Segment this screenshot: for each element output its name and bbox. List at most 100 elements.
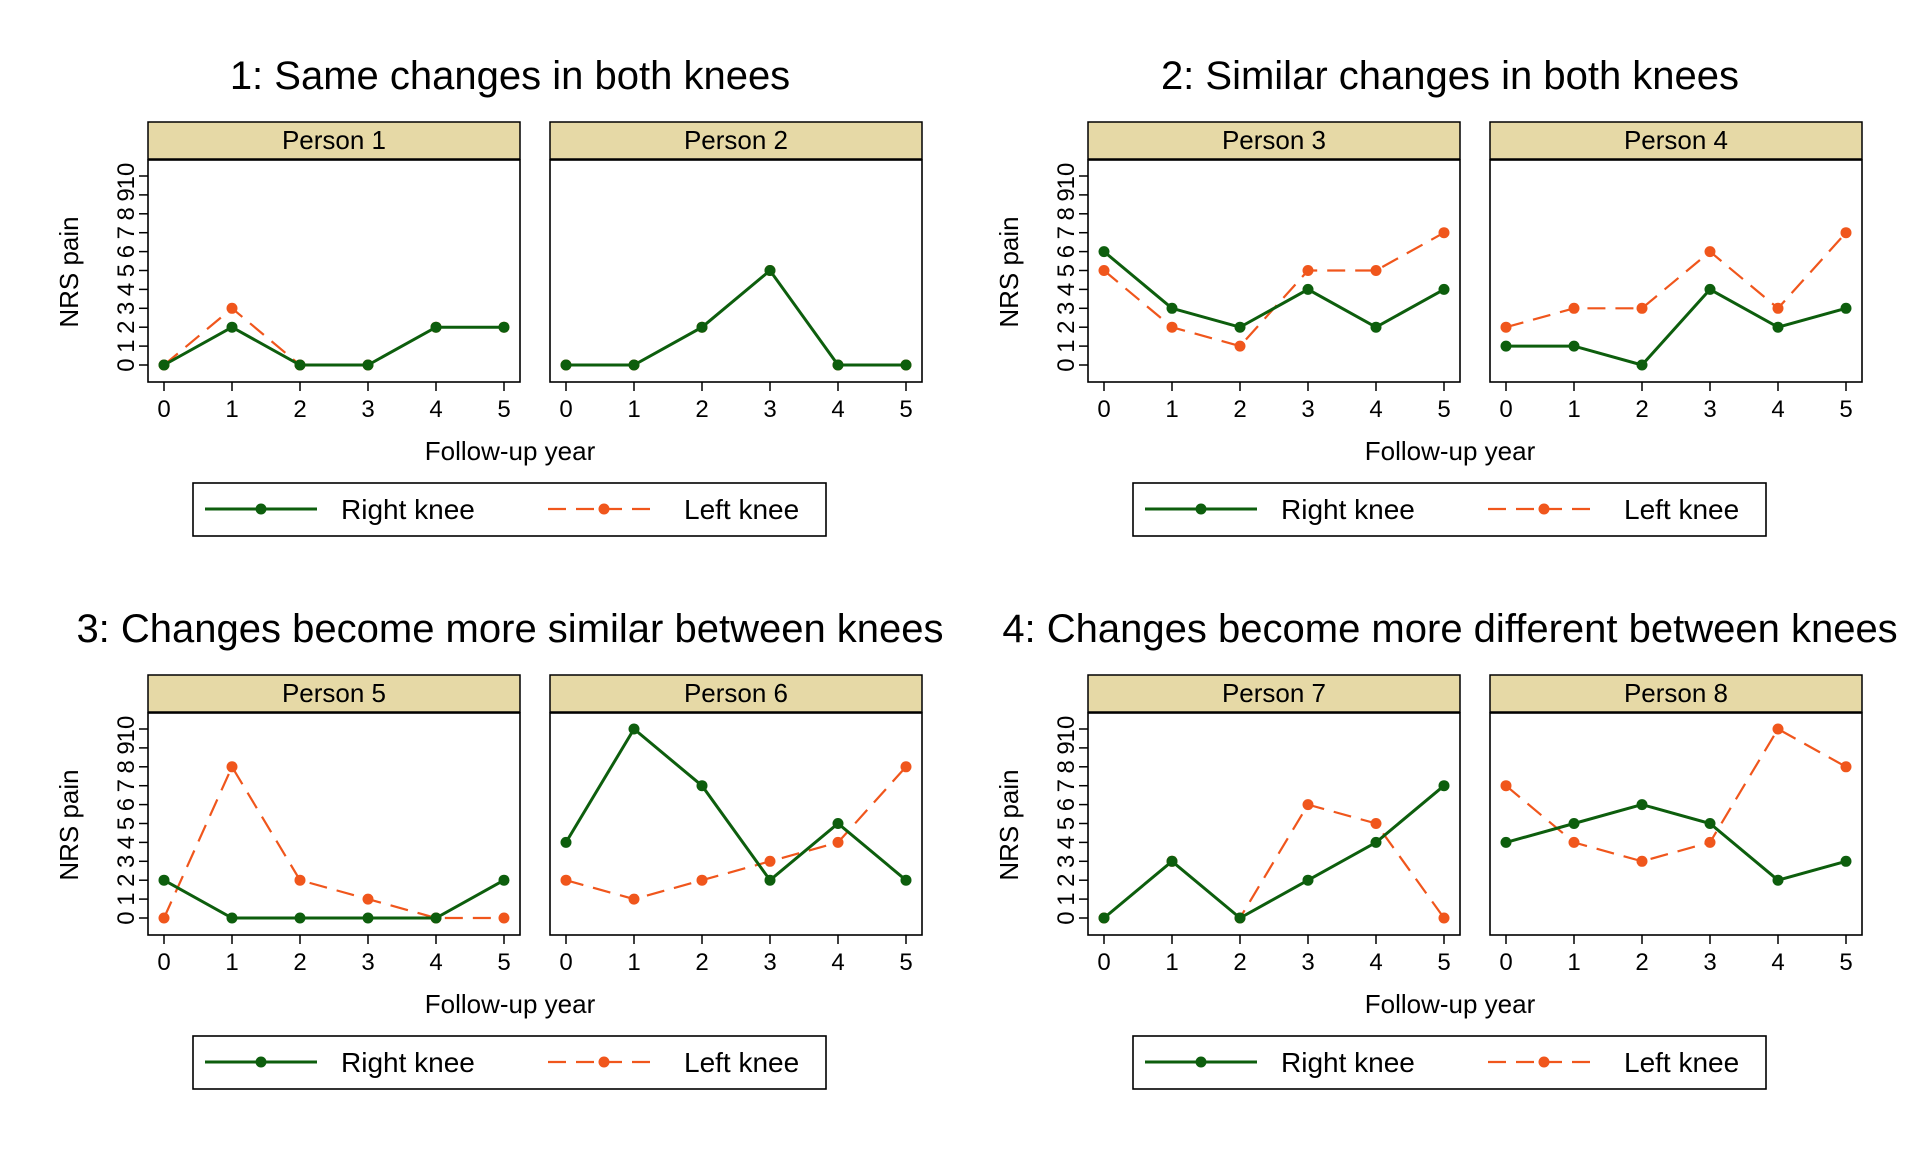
left-knee-point: [1370, 818, 1382, 829]
x-tick-label: 4: [1369, 949, 1382, 976]
x-tick-label: 5: [899, 396, 912, 423]
plot-frame: [147, 159, 521, 383]
x-tick-label: 1: [225, 949, 238, 976]
left-knee-point: [226, 302, 238, 314]
left-knee-point: [764, 855, 776, 867]
panel-person-7: Person 7 0 1 2 3 4 5 0 1 2 3 4 5 6 7 8 910: [1053, 674, 1461, 976]
left-knee-point: [560, 874, 572, 886]
left-knee-point: [628, 893, 640, 905]
x-tick-label: 2: [1635, 396, 1648, 423]
x-axis-title: Follow-up year: [425, 989, 596, 1019]
x-tick-label: 3: [1301, 396, 1314, 423]
left-knee-point: [1098, 265, 1110, 276]
left-knee-point: [1166, 321, 1178, 333]
x-axis-title: Follow-up year: [1365, 436, 1536, 466]
left-knee-point: [1636, 302, 1648, 314]
x-tick-label: 2: [1233, 949, 1246, 976]
y-axis-title: NRS pain: [54, 769, 84, 880]
x-tick-label: 3: [1703, 949, 1716, 976]
y-tick-label: 7: [1053, 226, 1080, 239]
y-tick-label: 9: [1053, 188, 1080, 201]
right-knee-point: [832, 818, 844, 829]
left-knee-point: [1636, 855, 1648, 867]
right-knee-line: [1103, 250, 1445, 329]
plot-frame: [549, 159, 923, 383]
legend: Right knee Left knee: [1132, 482, 1767, 537]
legend-left-knee-point: [1538, 1056, 1550, 1068]
plot-frame: [147, 712, 521, 936]
panel-label: Person 5: [282, 678, 386, 708]
right-knee-point: [1568, 340, 1580, 352]
panel-person-3: Person 3 0 1 2 3 4 5 0 1 2 3 4 5 6 7 8 910: [1053, 121, 1461, 423]
legend-left-knee-point: [598, 1056, 610, 1068]
y-tick-label: 3: [113, 302, 140, 315]
y-tick-label: 6: [113, 245, 140, 258]
y-tick-label: 4: [113, 836, 140, 849]
left-knee-point: [832, 836, 844, 848]
y-tick-label: 9: [113, 188, 140, 201]
right-knee-line: [566, 268, 906, 367]
panel-strip: [549, 121, 923, 160]
right-knee-point: [1302, 283, 1314, 295]
right-knee-point: [1568, 818, 1580, 829]
legend-right-knee-label: Right knee: [1281, 1047, 1415, 1078]
right-knee-point: [1234, 321, 1246, 333]
y-tick-label: 4: [1053, 283, 1080, 296]
x-tick-label: 0: [559, 396, 572, 423]
right-knee-point: [1636, 799, 1648, 811]
panel-strip: [1489, 674, 1863, 713]
x-tick-label: 4: [831, 396, 844, 423]
y-tick-label: 2: [1053, 321, 1080, 334]
right-knee-point: [1840, 302, 1852, 314]
right-knee-point: [1840, 855, 1852, 867]
right-knee-point: [696, 321, 708, 333]
legend: Right knee Left knee: [1132, 1035, 1767, 1090]
right-knee-point: [1772, 321, 1784, 333]
right-knee-point: [1166, 302, 1178, 314]
legend-left-knee-point: [1538, 503, 1550, 515]
panel-strip: [147, 121, 521, 160]
chart-title: 2: Similar changes in both knees: [1161, 54, 1739, 98]
y-tick-label: 3: [1053, 855, 1080, 868]
x-tick-label: 1: [627, 949, 640, 976]
right-knee-point: [1704, 818, 1716, 829]
left-knee-point: [1438, 912, 1450, 924]
y-tick-label: 1: [113, 892, 140, 905]
plot-frame: [1489, 712, 1863, 936]
x-tick-label: 5: [1839, 396, 1852, 423]
y-tick-label: 3: [1053, 302, 1080, 315]
x-tick-label: 2: [293, 396, 306, 423]
right-knee-point: [696, 780, 708, 792]
y-tick-label: 7: [113, 226, 140, 239]
left-knee-point: [1772, 302, 1784, 314]
panel-label: Person 4: [1624, 125, 1728, 155]
right-knee-line: [163, 878, 505, 920]
y-tick-label: 8: [1053, 207, 1080, 220]
x-tick-label: 2: [1233, 396, 1246, 423]
y-tick-label: 5: [113, 817, 140, 830]
right-knee-point: [294, 912, 306, 924]
chart-title: 3: Changes become more similar between k…: [76, 607, 943, 651]
y-tick-label: 4: [1053, 836, 1080, 849]
plot-frame: [1489, 159, 1863, 383]
right-knee-point: [1370, 836, 1382, 848]
right-knee-line: [1103, 784, 1445, 920]
x-tick-label: 2: [695, 396, 708, 423]
right-knee-point: [294, 359, 306, 371]
right-knee-point: [1772, 874, 1784, 886]
x-tick-label: 2: [293, 949, 306, 976]
x-tick-label: 1: [1567, 396, 1580, 423]
panel-label: Person 2: [684, 125, 788, 155]
y-tick-label: 1: [1053, 339, 1080, 352]
right-knee-point: [498, 321, 510, 333]
right-knee-point: [1166, 855, 1178, 867]
y-tick-label: 9: [113, 741, 140, 754]
right-knee-point: [158, 359, 170, 371]
panel-label: Person 6: [684, 678, 788, 708]
y-tick-label: 3: [113, 855, 140, 868]
x-tick-label: 4: [429, 949, 442, 976]
left-knee-point: [1234, 340, 1246, 352]
plot-frame: [1087, 159, 1461, 383]
x-tick-label: 1: [1567, 949, 1580, 976]
left-knee-point: [1568, 302, 1580, 314]
